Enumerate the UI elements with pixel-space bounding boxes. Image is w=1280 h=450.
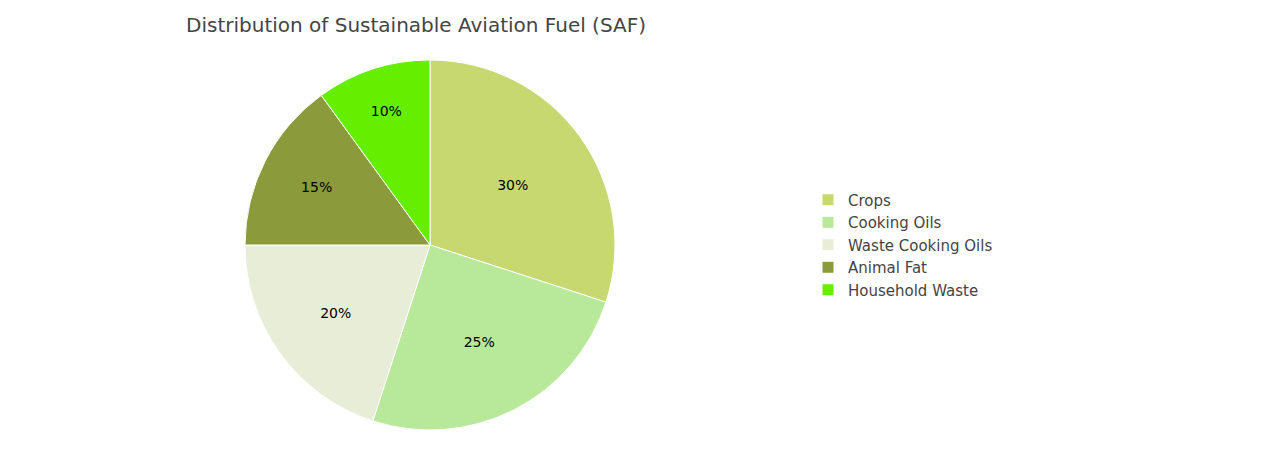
svg-text:Cooking Oils: Cooking Oils xyxy=(848,214,942,232)
svg-text:10%: 10% xyxy=(371,103,402,119)
svg-text:Crops: Crops xyxy=(848,192,891,210)
svg-text:30%: 30% xyxy=(497,177,528,193)
svg-text:Animal Fat: Animal Fat xyxy=(848,259,927,277)
svg-text:15%: 15% xyxy=(301,179,332,195)
svg-text:Household Waste: Household Waste xyxy=(848,282,978,300)
svg-text:25%: 25% xyxy=(464,334,495,350)
svg-text:20%: 20% xyxy=(320,305,351,321)
svg-text:Waste Cooking Oils: Waste Cooking Oils xyxy=(848,237,992,255)
svg-text:Distribution of Sustainable Av: Distribution of Sustainable Aviation Fue… xyxy=(186,13,646,37)
